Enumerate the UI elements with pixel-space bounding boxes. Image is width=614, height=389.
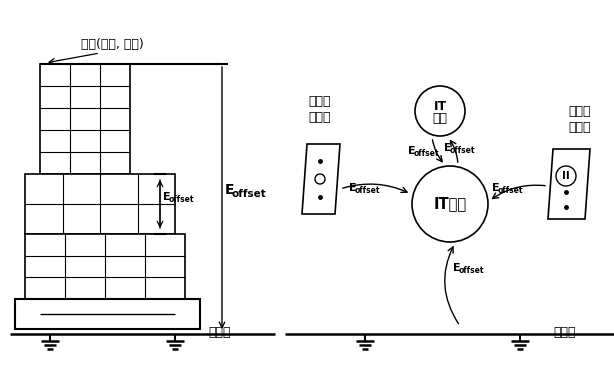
Bar: [15, 299, 200, 329]
Text: E: E: [349, 183, 357, 193]
Polygon shape: [302, 144, 340, 214]
Circle shape: [315, 174, 325, 184]
Bar: [25, 234, 185, 299]
Text: E: E: [444, 143, 452, 153]
Bar: [40, 64, 130, 174]
Text: offset: offset: [168, 195, 193, 204]
Circle shape: [412, 166, 488, 242]
Text: E: E: [225, 183, 235, 197]
Text: 전원용
콘센트: 전원용 콘센트: [569, 105, 591, 134]
Circle shape: [556, 166, 576, 186]
Polygon shape: [548, 149, 590, 219]
Text: IT기기: IT기기: [433, 196, 467, 212]
Text: E: E: [163, 192, 171, 202]
Text: 건물(철골, 철근): 건물(철골, 철근): [80, 38, 144, 51]
Text: offset: offset: [497, 186, 523, 195]
Text: 지표면: 지표면: [208, 326, 230, 340]
Text: 기기: 기기: [432, 112, 448, 124]
Bar: [25, 174, 175, 234]
Text: E: E: [492, 183, 500, 193]
Text: offset: offset: [231, 189, 266, 198]
Text: II: II: [562, 171, 570, 181]
Text: offset: offset: [458, 266, 484, 275]
Text: 정보용
콘센트: 정보용 콘센트: [309, 95, 331, 124]
Circle shape: [415, 86, 465, 136]
Text: offset: offset: [449, 146, 475, 155]
Text: E: E: [453, 263, 460, 273]
Text: E: E: [408, 146, 416, 156]
Text: 지표면: 지표면: [553, 326, 575, 340]
Text: offset: offset: [413, 149, 438, 158]
Text: IT: IT: [433, 100, 446, 112]
Text: offset: offset: [354, 186, 379, 195]
